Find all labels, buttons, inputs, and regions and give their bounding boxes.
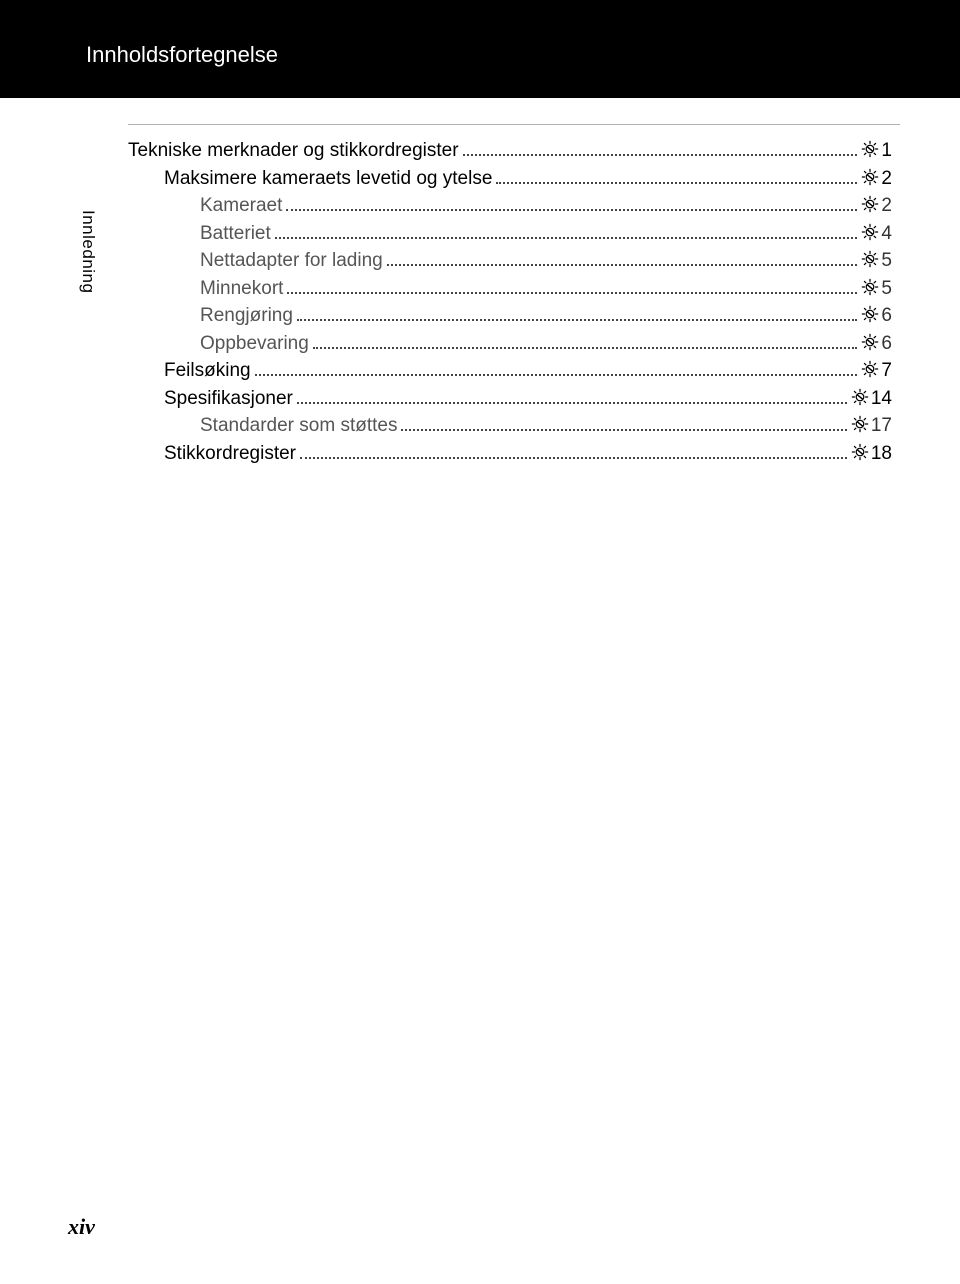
toc-entry-label: Oppbevaring <box>200 330 311 358</box>
toc-entry-label: Kameraet <box>200 192 284 220</box>
page-number: xiv <box>68 1214 95 1240</box>
toc-entry[interactable]: Batteriet 4 <box>128 220 892 248</box>
toc-leader-dots <box>286 198 857 211</box>
toc-entry[interactable]: Spesifikasjoner 14 <box>128 385 892 413</box>
toc-entry-page: 6 <box>861 302 892 330</box>
toc-entry-page: 7 <box>861 357 892 385</box>
toc-entry-page-number: 1 <box>881 137 892 165</box>
toc-entry-label: Spesifikasjoner <box>164 385 295 413</box>
toc-entry-page: 1 <box>861 137 892 165</box>
toc-entry-label: Standarder som støttes <box>200 412 399 440</box>
toc-leader-dots <box>300 446 847 459</box>
toc-entry[interactable]: Feilsøking 7 <box>128 357 892 385</box>
toc-entry[interactable]: Maksimere kameraets levetid og ytelse 2 <box>128 165 892 193</box>
toc-entry-page: 2 <box>861 192 892 220</box>
toc-entry-page-number: 14 <box>871 385 892 413</box>
reference-icon <box>851 442 869 460</box>
toc-entry-page-number: 18 <box>871 440 892 468</box>
toc-entry-page-number: 17 <box>871 412 892 440</box>
toc-entry[interactable]: Stikkordregister 18 <box>128 440 892 468</box>
toc-leader-dots <box>287 280 857 293</box>
toc-entry-page: 4 <box>861 220 892 248</box>
toc-entry-page: 18 <box>851 440 892 468</box>
reference-icon <box>851 414 869 432</box>
toc-entry-label: Batteriet <box>200 220 273 248</box>
reference-icon <box>851 387 869 405</box>
reference-icon <box>861 249 879 267</box>
page-header: Innholdsfortegnelse <box>0 0 960 98</box>
toc-leader-dots <box>297 308 857 321</box>
reference-icon <box>861 167 879 185</box>
document-page: Innholdsfortegnelse Innledning Tekniske … <box>0 0 960 1284</box>
toc-leader-dots <box>313 336 858 349</box>
toc-entry-label: Stikkordregister <box>164 440 298 468</box>
table-of-contents: Tekniske merknader og stikkordregister1M… <box>128 137 892 468</box>
toc-entry-page-number: 5 <box>881 247 892 275</box>
toc-entry-label: Minnekort <box>200 275 285 303</box>
section-sidebar-label: Innledning <box>78 210 98 293</box>
toc-entry-page: 17 <box>851 412 892 440</box>
toc-entry-page: 2 <box>861 165 892 193</box>
toc-entry-page-number: 4 <box>881 220 892 248</box>
toc-leader-dots <box>255 363 858 376</box>
toc-leader-dots <box>297 391 847 404</box>
toc-entry-label: Tekniske merknader og stikkordregister <box>128 137 461 165</box>
toc-entry[interactable]: Oppbevaring 6 <box>128 330 892 358</box>
toc-entry-label: Nettadapter for lading <box>200 247 385 275</box>
toc-entry[interactable]: Minnekort 5 <box>128 275 892 303</box>
toc-entry-page-number: 7 <box>881 357 892 385</box>
toc-entry-page-number: 2 <box>881 192 892 220</box>
toc-entry[interactable]: Tekniske merknader og stikkordregister 1 <box>128 137 892 165</box>
toc-entry-page-number: 2 <box>881 165 892 193</box>
toc-entry[interactable]: Standarder som støttes 17 <box>128 412 892 440</box>
toc-leader-dots <box>275 225 858 238</box>
toc-entry[interactable]: Kameraet 2 <box>128 192 892 220</box>
toc-entry[interactable]: Nettadapter for lading 5 <box>128 247 892 275</box>
reference-icon <box>861 222 879 240</box>
toc-entry-page-number: 5 <box>881 275 892 303</box>
toc-leader-dots <box>463 143 858 156</box>
toc-entry-label: Feilsøking <box>164 357 253 385</box>
toc-entry-label: Maksimere kameraets levetid og ytelse <box>164 165 494 193</box>
toc-entry-label: Rengjøring <box>200 302 295 330</box>
toc-entry-page-number: 6 <box>881 330 892 358</box>
reference-icon <box>861 304 879 322</box>
reference-icon <box>861 277 879 295</box>
header-divider <box>128 124 900 125</box>
reference-icon <box>861 194 879 212</box>
toc-entry-page: 5 <box>861 247 892 275</box>
toc-leader-dots <box>387 253 858 266</box>
toc-entry-page: 5 <box>861 275 892 303</box>
toc-entry[interactable]: Rengjøring 6 <box>128 302 892 330</box>
toc-leader-dots <box>496 170 857 183</box>
toc-entry-page: 14 <box>851 385 892 413</box>
toc-entry-page: 6 <box>861 330 892 358</box>
toc-entry-page-number: 6 <box>881 302 892 330</box>
page-title: Innholdsfortegnelse <box>86 42 278 68</box>
toc-leader-dots <box>401 418 846 431</box>
reference-icon <box>861 332 879 350</box>
reference-icon <box>861 139 879 157</box>
reference-icon <box>861 359 879 377</box>
